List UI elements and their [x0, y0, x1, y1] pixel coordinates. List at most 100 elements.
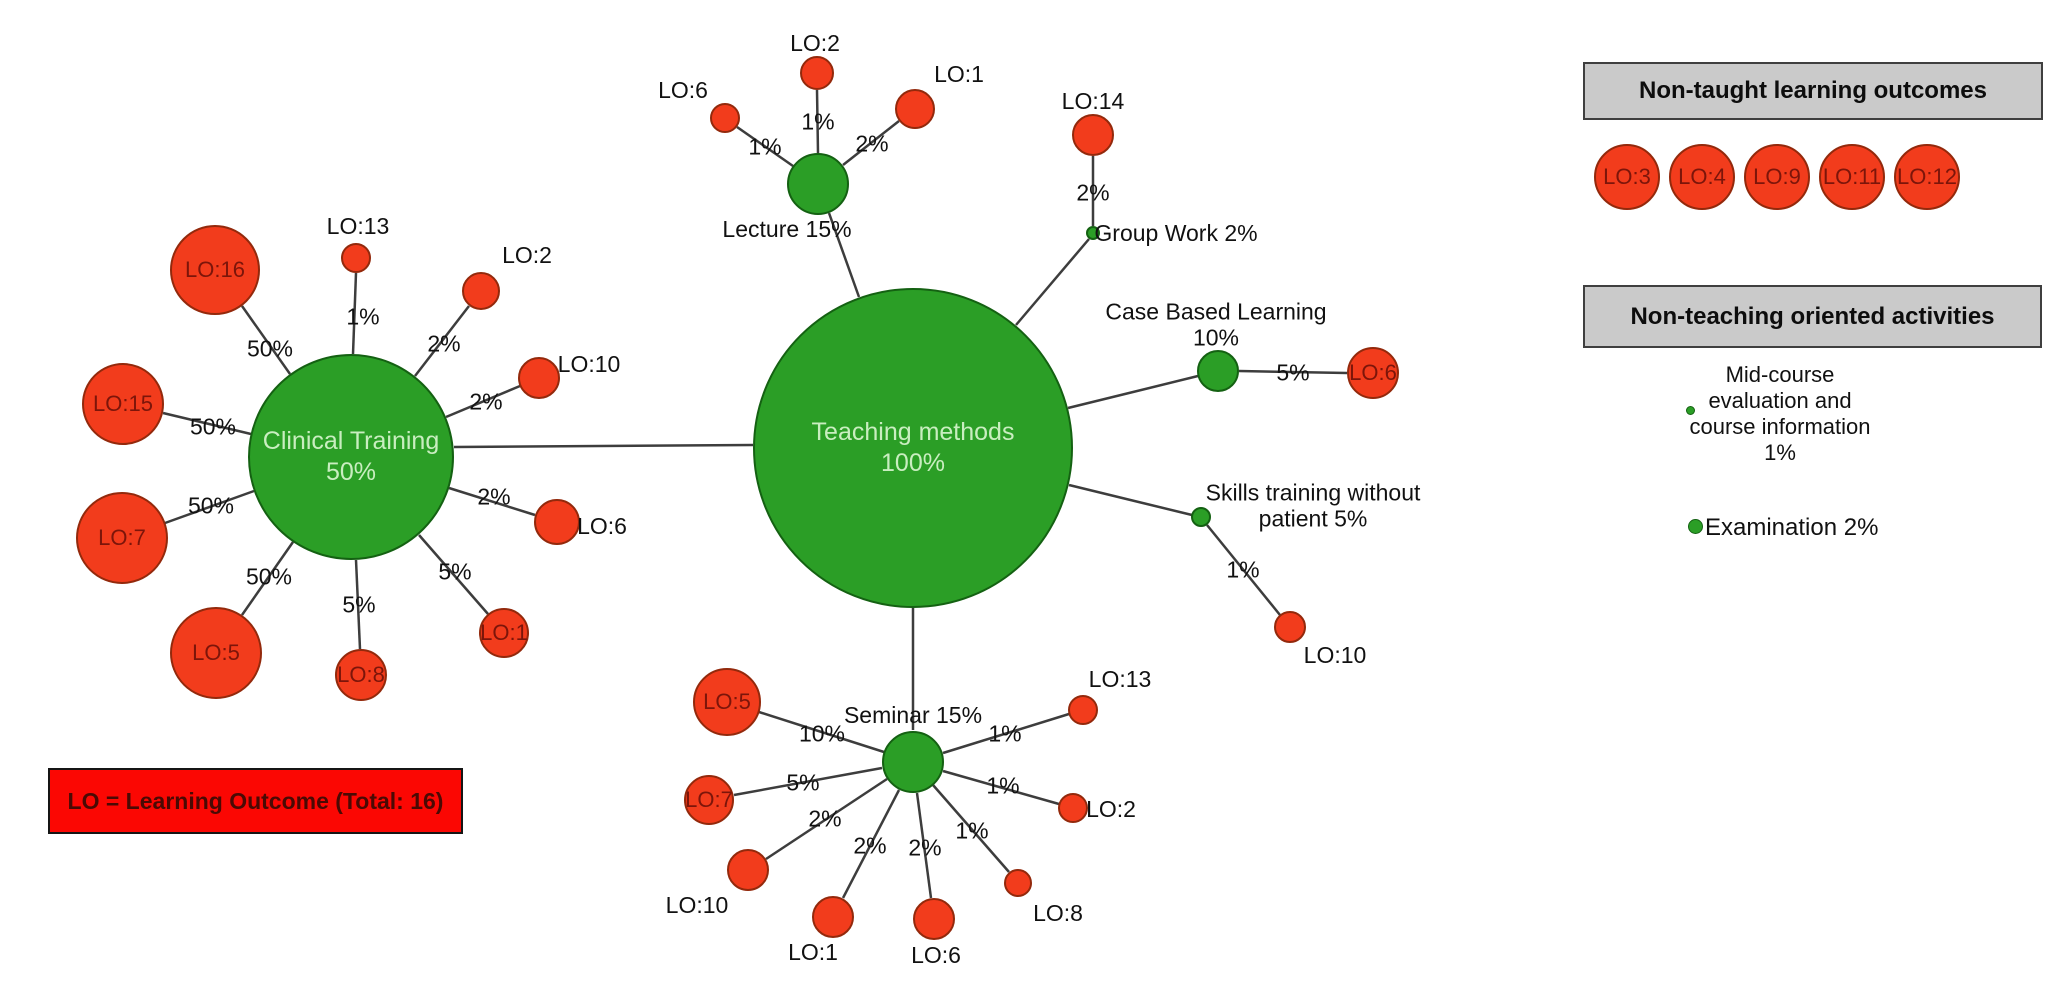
examination-label: Examination 2% — [1705, 514, 1879, 541]
lo6-lecture-node — [710, 103, 740, 133]
lecture-node — [787, 153, 849, 215]
lo10-skills-node — [1274, 611, 1306, 643]
edge-16 — [240, 541, 295, 616]
lo6-clinical-label: LO:6 — [577, 513, 627, 540]
lo5-seminar-node-label: LO:5 — [703, 689, 751, 715]
lo16-clinical-node-label: LO:16 — [185, 257, 245, 283]
edge-20 — [1238, 369, 1348, 375]
lo2-lecture-node — [800, 56, 834, 90]
lo6-cbl-node-label: LO:6 — [1349, 360, 1397, 386]
lo2-lecture-label: LO:2 — [790, 30, 840, 57]
edge-weight-label-22: 10% — [798, 720, 846, 747]
edge-weight-label-21: 1% — [1226, 556, 1260, 583]
legend-non-teaching-title: Non-teaching oriented activities — [1583, 285, 2042, 348]
lo2-seminar-label: LO:2 — [1086, 796, 1136, 823]
edge-weight-label-14: 50% — [189, 413, 237, 440]
lo1-lecture-node — [895, 89, 935, 129]
edge-weight-label-18: 5% — [438, 558, 472, 585]
edge-19 — [448, 486, 536, 517]
lo7-seminar-node: LO:7 — [684, 775, 734, 825]
edge-21 — [1206, 524, 1281, 616]
edge-weight-label-23: 5% — [786, 769, 820, 796]
edge-weight-label-25: 2% — [853, 832, 887, 859]
edge-weight-label-26: 2% — [908, 834, 942, 861]
lo5-clinical-node: LO:5 — [170, 607, 262, 699]
legend-circle-lo3: LO:3 — [1594, 144, 1660, 210]
edge-25 — [841, 789, 901, 899]
edge-weight-label-15: 50% — [187, 492, 235, 519]
edge-27 — [932, 784, 1010, 873]
legend-non-teaching-title-text: Non-teaching oriented activities — [1630, 302, 1995, 330]
lo13-clinical-label: LO:13 — [326, 213, 390, 240]
edge-24 — [765, 777, 888, 861]
lo6-cbl-node: LO:6 — [1347, 347, 1399, 399]
legend-non-taught-title-text: Non-taught learning outcomes — [1639, 77, 1987, 104]
edge-26 — [915, 792, 933, 899]
edge-23 — [733, 766, 883, 797]
clinical-training-node: Clinical Training 50% — [248, 354, 454, 560]
edge-29 — [942, 712, 1070, 755]
lo13-clinical-node — [341, 243, 371, 273]
lo13-seminar-node — [1068, 695, 1098, 725]
clinical-training-node-label: Clinical Training 50% — [262, 426, 440, 486]
lo7-clinical-node-label: LO:7 — [98, 525, 146, 551]
legend-circle-lo9: LO:9 — [1744, 144, 1810, 210]
edge-2 — [1015, 238, 1090, 326]
edge-22 — [758, 710, 885, 754]
edge-8 — [842, 120, 900, 166]
lo10-seminar-label: LO:10 — [665, 892, 729, 919]
edge-weight-label-24: 2% — [808, 805, 842, 832]
lo6-lecture-label: LO:6 — [658, 77, 708, 104]
edge-weight-label-10: 50% — [246, 335, 294, 362]
edge-10 — [240, 305, 292, 375]
edge-3 — [1067, 374, 1199, 410]
legend-non-taught-circles: LO:3 LO:4 LO:9 LO:11 LO:12 — [1594, 144, 1960, 210]
lo-abbreviation-note: LO = Learning Outcome (Total: 16) — [48, 768, 463, 834]
lo10-clinical-node — [518, 357, 560, 399]
edge-weight-label-11: 1% — [346, 303, 380, 330]
teaching-methods-node-label: Teaching methods 100% — [811, 417, 1015, 477]
lo5-clinical-node-label: LO:5 — [192, 640, 240, 666]
lo13-seminar-label: LO:13 — [1088, 666, 1152, 693]
edge-13 — [445, 384, 521, 419]
lo-abbreviation-note-text: LO = Learning Outcome (Total: 16) — [67, 787, 444, 814]
mid-course-label: Mid-course evaluation and course informa… — [1689, 362, 1871, 465]
lo14-groupwork-node — [1072, 114, 1114, 156]
edge-weight-label-7: 1% — [801, 108, 835, 135]
lo10-skills-label: LO:10 — [1303, 642, 1367, 669]
lo15-clinical-node-label: LO:15 — [93, 391, 153, 417]
lo2-clinical-label: LO:2 — [502, 242, 552, 269]
group-work-label: Group Work 2% — [1094, 220, 1258, 247]
lo8-clinical-node-label: LO:8 — [337, 662, 385, 688]
edge-1 — [827, 212, 861, 298]
mid-course-dot — [1686, 406, 1695, 415]
edge-28 — [942, 769, 1060, 806]
edge-6 — [736, 125, 794, 168]
edge-weight-label-19: 2% — [477, 483, 511, 510]
edge-weight-label-17: 5% — [342, 591, 376, 618]
edge-weight-label-12: 2% — [427, 330, 461, 357]
edge-12 — [414, 305, 470, 377]
edge-17 — [354, 559, 362, 650]
legend-circle-lo12: LO:12 — [1894, 144, 1960, 210]
edge-weight-label-27: 1% — [955, 817, 989, 844]
lecture-label: Lecture 15% — [722, 216, 852, 243]
lo8-seminar-label: LO:8 — [1033, 900, 1083, 927]
lo10-clinical-label: LO:10 — [557, 351, 621, 378]
edge-0 — [453, 443, 754, 449]
edge-weight-label-28: 1% — [986, 772, 1020, 799]
edge-weight-label-8: 2% — [855, 130, 889, 157]
lo6-clinical-node — [534, 499, 580, 545]
legend-non-taught-title: Non-taught learning outcomes — [1583, 62, 2043, 120]
skills-training-node — [1191, 507, 1211, 527]
edge-4 — [1068, 483, 1193, 517]
lo1-seminar-label: LO:1 — [788, 939, 838, 966]
skills-label: Skills training without patient 5% — [1205, 479, 1421, 531]
lo1-clinical-node: LO:1 — [479, 608, 529, 658]
edge-weight-label-6: 1% — [748, 133, 782, 160]
lo1-clinical-node-label: LO:1 — [480, 620, 528, 646]
lo7-seminar-node-label: LO:7 — [685, 787, 733, 813]
lo7-clinical-node: LO:7 — [76, 492, 168, 584]
lo8-seminar-node — [1004, 869, 1032, 897]
